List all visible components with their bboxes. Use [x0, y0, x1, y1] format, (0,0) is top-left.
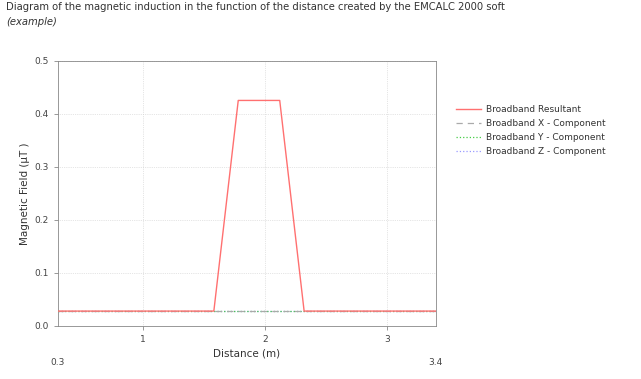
- Text: (example): (example): [6, 17, 57, 27]
- Text: 3.4: 3.4: [429, 358, 443, 367]
- Text: Diagram of the magnetic induction in the function of the distance created by the: Diagram of the magnetic induction in the…: [6, 2, 505, 12]
- Legend: Broadband Resultant, Broadband X - Component, Broadband Y - Component, Broadband: Broadband Resultant, Broadband X - Compo…: [456, 105, 606, 156]
- Y-axis label: Magnetic Field (µT ): Magnetic Field (µT ): [20, 142, 30, 244]
- Text: 0.3: 0.3: [51, 358, 65, 367]
- X-axis label: Distance (m): Distance (m): [213, 348, 280, 358]
